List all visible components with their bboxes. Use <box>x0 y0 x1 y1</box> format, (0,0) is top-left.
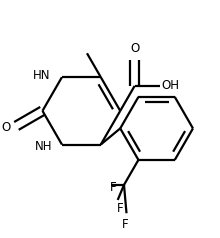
Text: F: F <box>117 203 124 215</box>
Text: HN: HN <box>33 69 51 82</box>
Text: F: F <box>110 181 116 194</box>
Text: F: F <box>122 218 128 231</box>
Text: O: O <box>2 121 11 134</box>
Text: NH: NH <box>35 140 52 153</box>
Text: O: O <box>130 42 139 55</box>
Text: OH: OH <box>161 79 179 92</box>
